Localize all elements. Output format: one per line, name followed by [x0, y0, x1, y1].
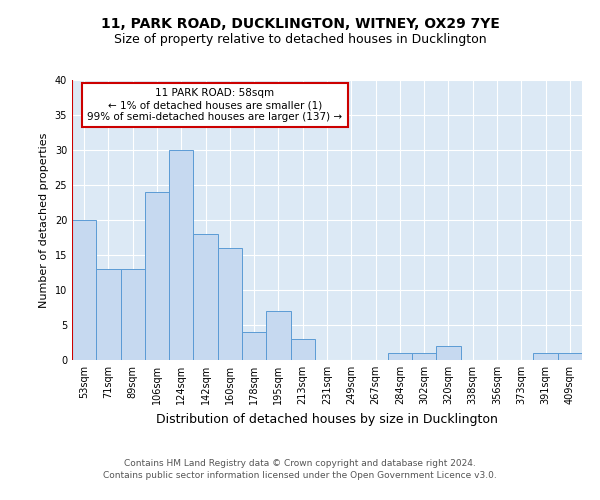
Bar [72, 220, 96, 360]
Bar [193, 234, 218, 360]
Bar [169, 150, 193, 360]
Bar [533, 353, 558, 360]
Text: 11 PARK ROAD: 58sqm
← 1% of detached houses are smaller (1)
99% of semi-detached: 11 PARK ROAD: 58sqm ← 1% of detached hou… [87, 88, 343, 122]
Bar [121, 269, 145, 360]
Text: Contains HM Land Registry data © Crown copyright and database right 2024.
Contai: Contains HM Land Registry data © Crown c… [103, 458, 497, 480]
Bar [266, 311, 290, 360]
Bar [218, 248, 242, 360]
Bar [145, 192, 169, 360]
Bar [388, 353, 412, 360]
Text: Size of property relative to detached houses in Ducklington: Size of property relative to detached ho… [113, 32, 487, 46]
Text: 11, PARK ROAD, DUCKLINGTON, WITNEY, OX29 7YE: 11, PARK ROAD, DUCKLINGTON, WITNEY, OX29… [101, 18, 499, 32]
Y-axis label: Number of detached properties: Number of detached properties [39, 132, 49, 308]
Bar [558, 353, 582, 360]
Bar [96, 269, 121, 360]
Bar [436, 346, 461, 360]
Bar [290, 339, 315, 360]
Bar [242, 332, 266, 360]
X-axis label: Distribution of detached houses by size in Ducklington: Distribution of detached houses by size … [156, 412, 498, 426]
Bar [412, 353, 436, 360]
